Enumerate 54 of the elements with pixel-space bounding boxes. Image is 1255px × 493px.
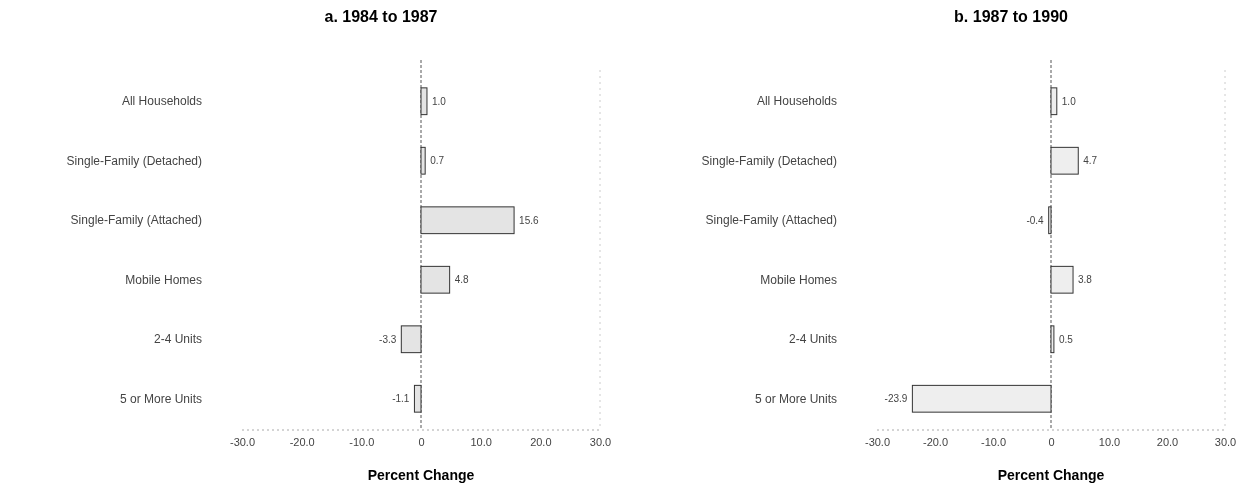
bar	[1048, 206, 1052, 235]
x-tick-label: 20.0	[530, 435, 552, 448]
y-tick-label: 5 or More Units	[119, 391, 202, 406]
x-tick-label: 0	[1048, 435, 1055, 448]
bar	[420, 87, 428, 116]
x-tick-label: 0	[418, 435, 425, 448]
data-label: -23.9	[884, 393, 908, 405]
y-tick-label: Single-Family (Attached)	[705, 213, 837, 228]
data-label: 4.8	[454, 274, 469, 286]
x-tick-label: 10.0	[470, 435, 492, 448]
data-label: 3.8	[1078, 274, 1093, 286]
data-label: 0.7	[430, 155, 445, 167]
data-label: 1.0	[1061, 95, 1077, 107]
chart-title: b. 1987 to 1990	[954, 8, 1069, 25]
x-tick-label: -30.0	[229, 435, 256, 448]
x-tick-label: 30.0	[589, 435, 612, 448]
x-tick-label: -20.0	[289, 435, 315, 448]
bar	[420, 206, 515, 235]
data-label: 1.0	[431, 95, 447, 107]
y-tick-label: Single-Family (Detached)	[701, 153, 837, 168]
y-tick-label: Mobile Homes	[125, 272, 202, 287]
x-tick-label: 10.0	[1098, 435, 1121, 448]
x-axis-title: Percent Change	[997, 467, 1105, 483]
y-tick-label: Mobile Homes	[760, 272, 837, 287]
x-axis-title: Percent Change	[367, 467, 475, 483]
bar	[911, 384, 1052, 413]
bar	[420, 146, 426, 175]
y-tick-label: 2-4 Units	[153, 332, 202, 347]
y-tick-label: 2-4 Units	[788, 332, 837, 347]
data-label: 15.6	[519, 214, 539, 226]
bar	[1050, 325, 1055, 354]
y-tick-label: All Households	[756, 94, 837, 109]
y-tick-label: 5 or More Units	[754, 391, 837, 406]
x-tick-label: -10.0	[980, 435, 1007, 448]
x-tick-label: 20.0	[1156, 435, 1179, 448]
bar	[1050, 146, 1079, 175]
x-tick-label: -10.0	[349, 435, 375, 448]
bar	[413, 384, 422, 413]
data-label: -3.3	[379, 333, 397, 345]
data-label: 0.5	[1058, 333, 1074, 345]
x-tick-label: -30.0	[864, 435, 891, 448]
y-tick-label: All Households	[121, 94, 202, 109]
x-tick-label: -20.0	[922, 435, 949, 448]
bar	[1050, 87, 1058, 116]
bar	[420, 265, 451, 294]
data-label: 4.7	[1083, 155, 1098, 167]
y-tick-label: Single-Family (Attached)	[70, 213, 202, 228]
bar	[400, 325, 422, 354]
y-tick-label: Single-Family (Detached)	[66, 153, 202, 168]
data-label: -1.1	[392, 393, 410, 405]
x-tick-label: 30.0	[1214, 435, 1237, 448]
bar	[1050, 265, 1074, 294]
chart-title: a. 1984 to 1987	[324, 8, 438, 25]
data-label: -0.4	[1026, 214, 1045, 226]
